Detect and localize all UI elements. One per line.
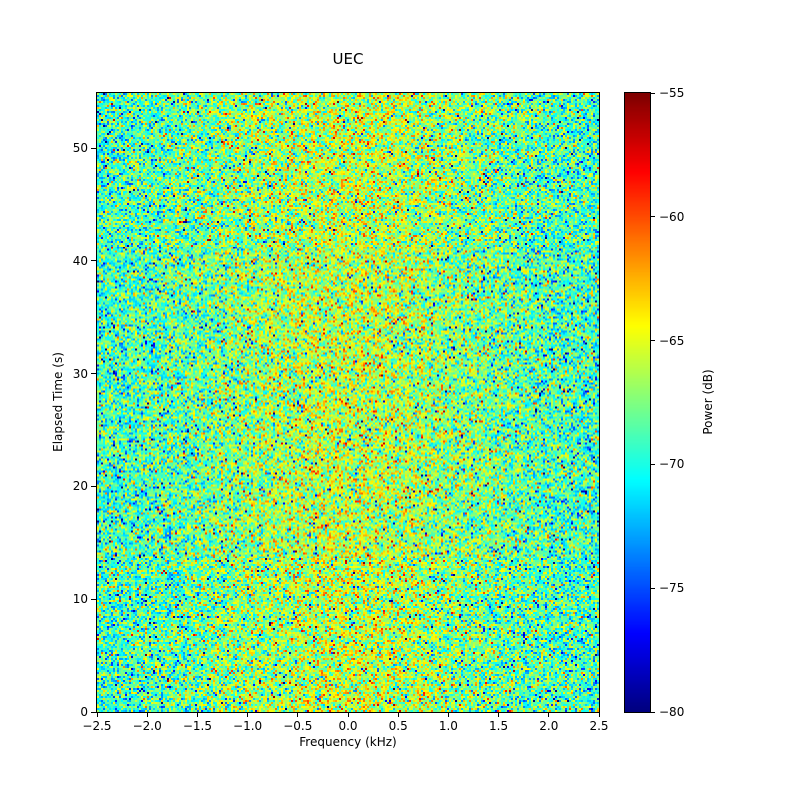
y-tick-label: 50 (72, 141, 88, 156)
y-tick-label: 0 (80, 705, 88, 719)
y-tick-mark (91, 485, 96, 487)
x-tick-mark (196, 713, 198, 717)
colorbar-tick-label: −70 (659, 457, 685, 472)
colorbar-tick-mark (651, 216, 655, 218)
colorbar-tick-mark (651, 711, 655, 713)
x-tick-label: 1.0 (438, 719, 458, 733)
colorbar-label: Power (dB) (701, 369, 715, 435)
colorbar-tick-mark (651, 463, 655, 465)
x-axis-label: Frequency (kHz) (299, 735, 397, 749)
y-tick-label: 10 (72, 592, 88, 607)
y-tick-label: 20 (72, 479, 88, 494)
x-tick-mark (498, 713, 500, 717)
x-tick-mark (297, 713, 299, 717)
plot-area (96, 92, 600, 713)
colorbar-tick-mark (651, 92, 655, 94)
x-tick-label: −2.0 (132, 719, 162, 733)
colorbar-tick-label: −75 (659, 581, 685, 596)
spectrogram-heatmap-canvas (97, 93, 599, 712)
x-tick-mark (247, 713, 249, 717)
colorbar-tick-mark (651, 587, 655, 589)
x-tick-mark (447, 713, 449, 717)
x-tick-label: −1.5 (182, 719, 212, 733)
y-tick-mark (91, 711, 96, 713)
y-tick-mark (91, 598, 96, 600)
x-tick-mark (146, 713, 148, 717)
colorbar-tick-label: −65 (659, 333, 685, 348)
x-tick-label: 0.0 (338, 719, 358, 733)
chart-title: UEC (332, 50, 364, 68)
y-axis-label: Elapsed Time (s) (51, 352, 65, 452)
x-tick-mark (397, 713, 399, 717)
x-tick-label: 0.5 (388, 719, 408, 733)
x-tick-mark (96, 713, 98, 717)
colorbar-tick-mark (651, 340, 655, 342)
x-tick-label: −0.5 (283, 719, 313, 733)
y-tick-label: 30 (72, 366, 88, 381)
y-tick-label: 40 (72, 253, 88, 268)
colorbar-tick-label: −55 (659, 86, 685, 100)
colorbar-gradient-canvas (625, 93, 650, 712)
y-tick-mark (91, 373, 96, 375)
x-tick-label: 1.5 (489, 719, 509, 733)
colorbar-tick-label: −60 (659, 209, 685, 224)
x-tick-label: −1.0 (233, 719, 263, 733)
colorbar (624, 92, 651, 713)
x-tick-label: 2.5 (589, 719, 609, 733)
y-tick-mark (91, 260, 96, 262)
x-tick-mark (598, 713, 600, 717)
colorbar-tick-label: −80 (659, 705, 685, 719)
x-tick-mark (347, 713, 349, 717)
x-tick-mark (548, 713, 550, 717)
y-tick-mark (91, 147, 96, 149)
x-tick-label: 2.0 (539, 719, 559, 733)
x-tick-label: −2.5 (82, 719, 112, 733)
